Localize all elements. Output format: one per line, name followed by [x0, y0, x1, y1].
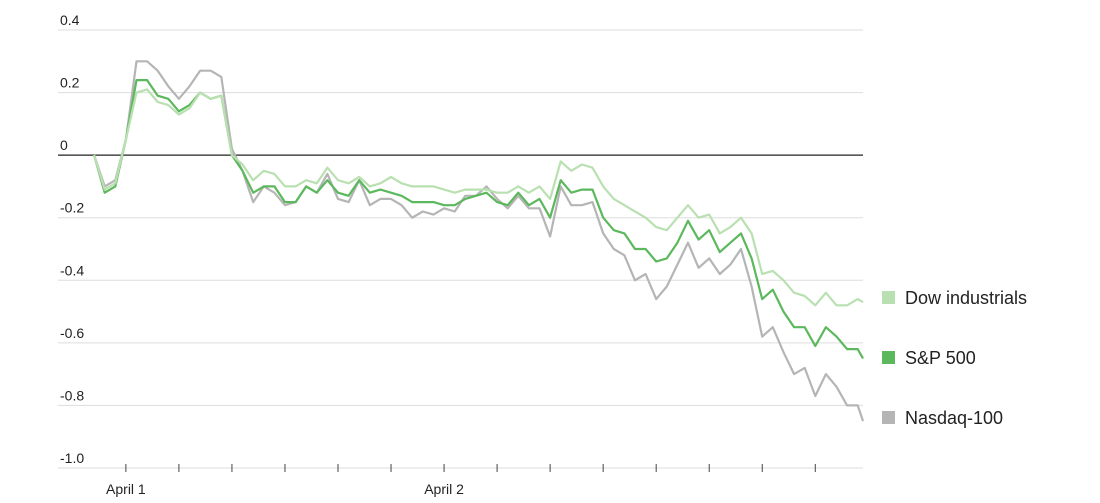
- series-line: [93, 88, 864, 307]
- series-line: [93, 79, 864, 360]
- x-tick-label: April 2: [424, 481, 464, 497]
- legend-swatch: [882, 291, 895, 304]
- y-tick-label: -0.8: [60, 387, 84, 403]
- y-tick-label: -0.2: [60, 200, 84, 216]
- legend-label: Dow industrials: [905, 288, 1027, 308]
- series-line: [93, 60, 865, 422]
- x-tick-label: April 1: [106, 481, 146, 497]
- legend-label: Nasdaq-100: [905, 408, 1003, 428]
- y-tick-label: -1.0: [60, 450, 84, 466]
- y-tick-label: 0.4: [60, 12, 80, 28]
- legend-label: S&P 500: [905, 348, 976, 368]
- y-tick-label: -0.4: [60, 262, 84, 278]
- legend-swatch: [882, 411, 895, 424]
- legend-swatch: [882, 351, 895, 364]
- y-tick-label: 0.2: [60, 75, 80, 91]
- y-tick-label: 0: [60, 137, 68, 153]
- y-tick-label: -0.6: [60, 325, 84, 341]
